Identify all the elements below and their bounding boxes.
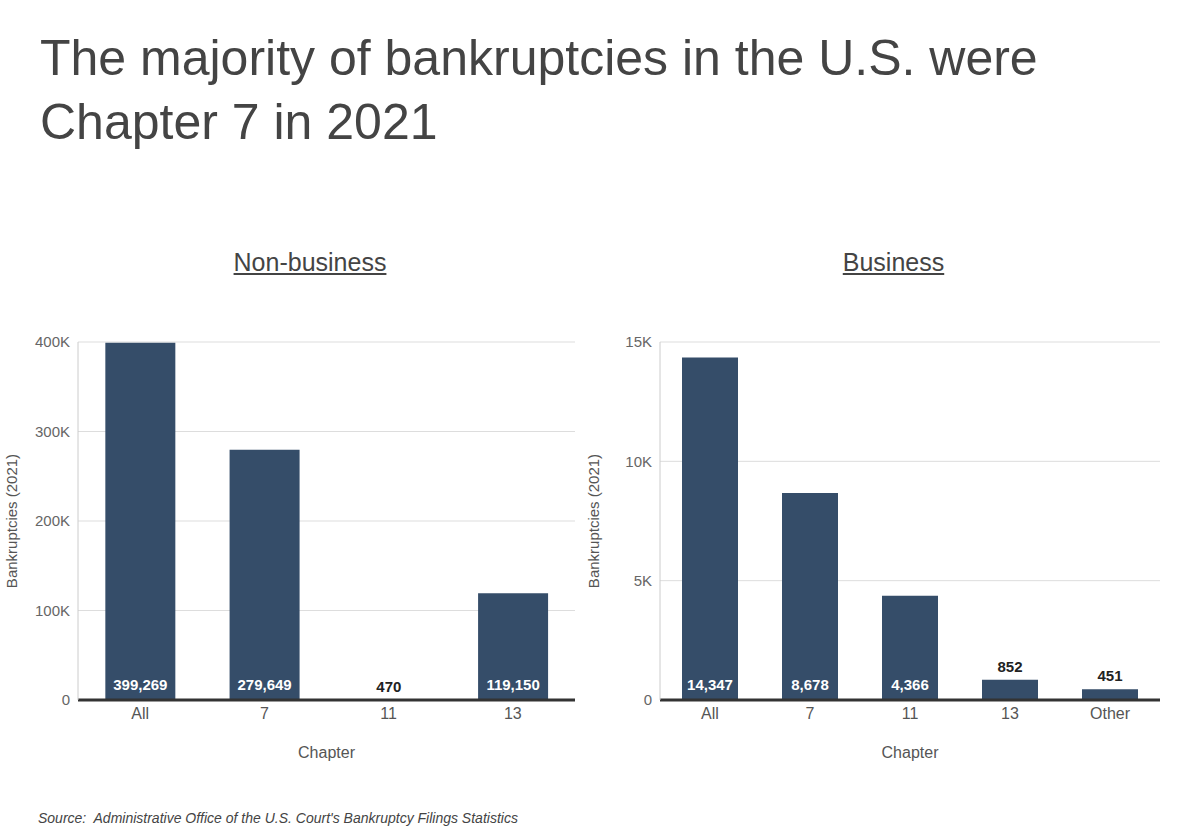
svg-text:10K: 10K <box>625 453 652 470</box>
svg-text:11: 11 <box>380 705 397 722</box>
svg-text:4,366: 4,366 <box>891 676 929 693</box>
html-text:The majority of bankruptcies i: The majority of bankruptcies in the U.S.… <box>40 30 1038 150</box>
svg-text:300K: 300K <box>35 423 70 440</box>
svg-text:13: 13 <box>1001 705 1019 722</box>
svg-text:7: 7 <box>806 705 815 722</box>
html-text:Business: Business <box>842 248 945 276</box>
svg-text:119,150: 119,150 <box>486 676 539 693</box>
svg-text:Chapter: Chapter <box>298 744 356 761</box>
svg-text:0: 0 <box>62 691 70 708</box>
svg-text:15K: 15K <box>625 333 652 350</box>
svg-text:All: All <box>131 705 149 722</box>
svg-text:Chapter: Chapter <box>882 744 940 761</box>
html-text:Non-business: Non-business <box>233 248 387 276</box>
svg-text:279,649: 279,649 <box>237 676 291 693</box>
svg-text:8,678: 8,678 <box>791 676 829 693</box>
svg-text:200K: 200K <box>35 512 70 529</box>
svg-text:Bankruptcies (2021): Bankruptcies (2021) <box>8 454 20 588</box>
svg-text:400K: 400K <box>35 333 70 350</box>
svg-text:0: 0 <box>644 691 652 708</box>
svg-text:5K: 5K <box>634 572 652 589</box>
html-text:Source: Administrative Office: Source: Administrative Office of the U.S… <box>38 810 518 826</box>
svg-text:Bankruptcies (2021): Bankruptcies (2021) <box>585 454 602 588</box>
svg-text:399,269: 399,269 <box>113 676 167 693</box>
svg-text:11: 11 <box>902 705 919 722</box>
svg-text:Other: Other <box>1090 705 1131 722</box>
svg-text:852: 852 <box>997 658 1022 675</box>
svg-text:14,347: 14,347 <box>687 676 733 693</box>
svg-text:100K: 100K <box>35 602 70 619</box>
svg-text:13: 13 <box>504 705 522 722</box>
svg-text:451: 451 <box>1097 667 1122 684</box>
svg-text:All: All <box>701 705 719 722</box>
svg-text:470: 470 <box>376 678 401 695</box>
svg-text:7: 7 <box>260 705 269 722</box>
